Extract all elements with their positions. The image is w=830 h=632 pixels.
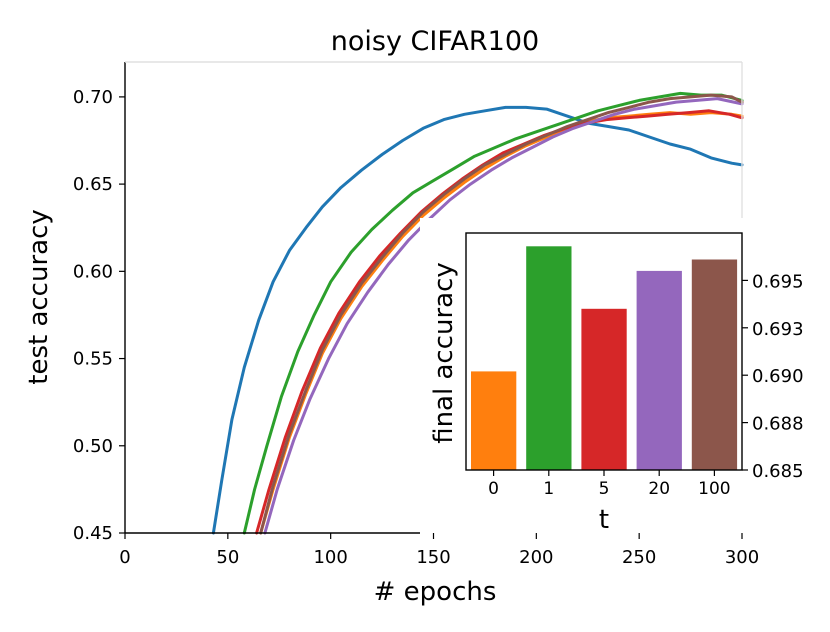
y-axis-label: test accuracy (24, 209, 54, 385)
inset-x-tick-label: 5 (599, 479, 610, 499)
inset-x-tick-label: 100 (698, 479, 730, 499)
inset-y-tick-label: 0.688 (752, 414, 804, 435)
y-tick-label: 0.70 (73, 87, 113, 108)
x-tick-label: 200 (519, 547, 553, 568)
y-tick-label: 0.55 (73, 349, 113, 370)
y-tick-label: 0.65 (73, 174, 113, 195)
y-tick-label: 0.50 (73, 436, 113, 457)
inset-x-tick-label: 0 (488, 479, 499, 499)
inset-y-tick-label: 0.695 (752, 271, 804, 292)
inset-frame (465, 232, 743, 471)
bar-t-0 (471, 371, 517, 470)
chart-title: noisy CIFAR100 (331, 26, 539, 57)
main-series-group (211, 91, 744, 535)
inset-x-axis-label: t (599, 505, 609, 535)
inset-chart: 0 1 5 20 100 0.685 0.688 0.690 0.693 0.695 t fina… (429, 232, 804, 535)
inset-bar-group (471, 246, 738, 470)
x-tick-label: 0 (119, 547, 130, 568)
series-line-t-5 (255, 109, 744, 535)
inset-y-tick-label: 0.685 (752, 461, 804, 482)
series-line-t-0 (259, 111, 744, 535)
x-tick-label: 100 (313, 547, 347, 568)
series-line-t-20 (263, 97, 744, 535)
x-tick-label: 300 (725, 547, 759, 568)
x-tick-label: 250 (622, 547, 656, 568)
main-axes: 0 50 100 150 200 250 3000.450.500.550.600.650.… (73, 61, 759, 568)
y-tick-label: 0.60 (73, 261, 113, 282)
y-tick-label: 0.45 (73, 523, 113, 544)
series-line-t-1 (242, 91, 744, 535)
bar-t-1 (526, 246, 572, 470)
x-axis-label: # epochs (374, 577, 497, 607)
inset-y-tick-label: 0.690 (752, 366, 804, 387)
x-tick-label: 50 (216, 547, 239, 568)
bar-t-5 (581, 308, 627, 470)
x-tick-label: 150 (416, 547, 450, 568)
bar-t-20 (636, 270, 682, 470)
inset-y-tick-label: 0.693 (752, 319, 804, 340)
bar-t-100 (691, 259, 738, 470)
inset-y-axis-label: final accuracy (429, 262, 459, 444)
series-line-baseline (211, 105, 744, 535)
main-chart: noisy CIFAR100 0 50 100 150 200 250 3000.450.5… (24, 26, 824, 607)
inset-x-tick-label: 20 (648, 479, 670, 499)
inset-x-tick-label: 1 (543, 479, 554, 499)
inset-axes: 0 1 5 20 100 0.685 0.688 0.690 0.693 0.695 (465, 232, 804, 499)
series-line-t-100 (259, 93, 744, 535)
